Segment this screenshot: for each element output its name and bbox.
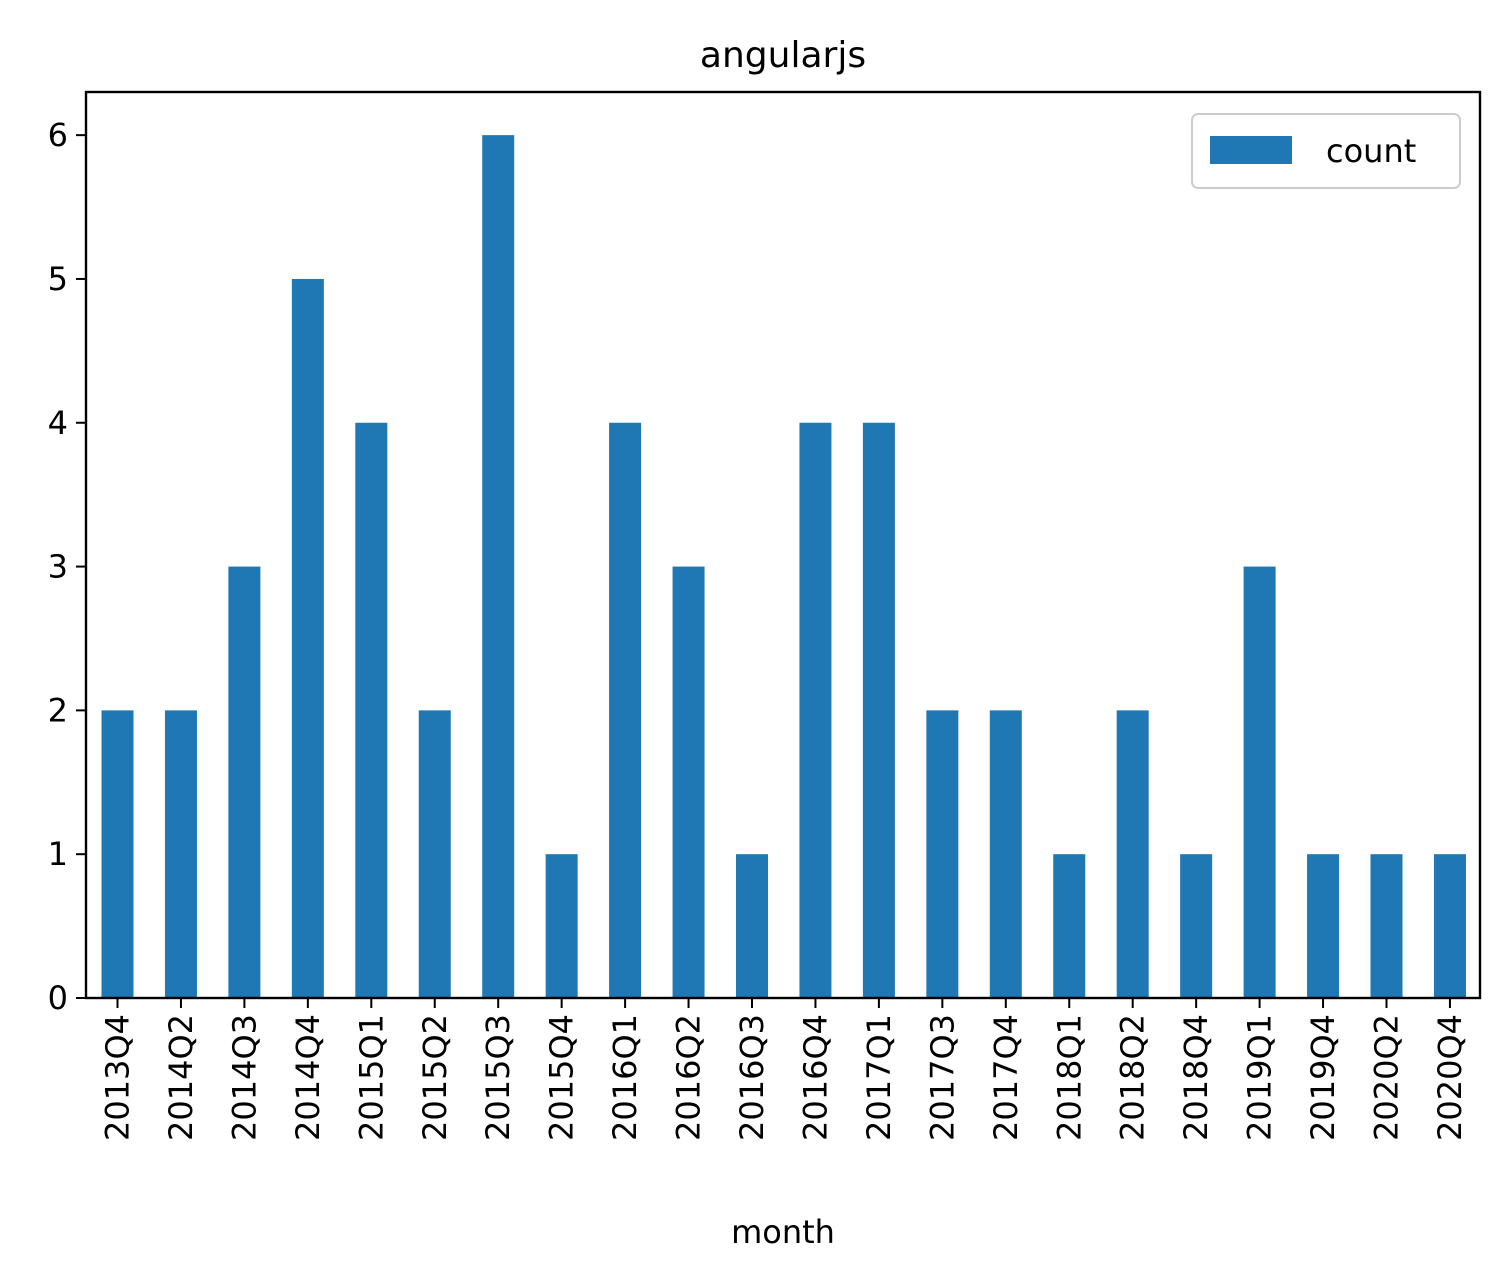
x-tick-label-2013Q4: 2013Q4 bbox=[99, 1014, 137, 1141]
x-axis: 2013Q4 2014Q2 2014Q3 2014Q4 2015Q1 2015Q2 2015… bbox=[99, 998, 1469, 1141]
bar-2015Q3 bbox=[482, 135, 515, 998]
y-axis: 0 1 2 3 4 5 6 bbox=[48, 116, 86, 1017]
y-tick-label-2: 2 bbox=[48, 691, 68, 729]
x-tick-label-2014Q3: 2014Q3 bbox=[225, 1014, 263, 1141]
x-tick-label-2020Q4: 2020Q4 bbox=[1431, 1014, 1469, 1141]
x-tick-label-2016Q1: 2016Q1 bbox=[606, 1014, 644, 1141]
x-tick-label-2014Q4: 2014Q4 bbox=[289, 1014, 327, 1141]
legend-label-count: count bbox=[1326, 132, 1416, 170]
x-tick-label-2019Q4: 2019Q4 bbox=[1304, 1014, 1342, 1141]
legend-box bbox=[1191, 113, 1461, 189]
bar-2019Q4 bbox=[1307, 854, 1340, 998]
x-tick-label-2017Q4: 2017Q4 bbox=[987, 1014, 1025, 1141]
bar-2018Q1 bbox=[1053, 854, 1086, 998]
bar-2017Q3 bbox=[926, 710, 959, 998]
x-tick-label-2018Q4: 2018Q4 bbox=[1177, 1014, 1215, 1141]
bar-2020Q4 bbox=[1433, 854, 1466, 998]
x-tick-label-2015Q3: 2015Q3 bbox=[479, 1014, 517, 1141]
bar-2018Q4 bbox=[1180, 854, 1213, 998]
y-tick-label-1: 1 bbox=[48, 835, 68, 873]
x-tick-label-2016Q2: 2016Q2 bbox=[670, 1014, 708, 1141]
y-tick-label-4: 4 bbox=[48, 404, 68, 442]
x-tick-label-2015Q1: 2015Q1 bbox=[352, 1014, 390, 1141]
bar-2019Q1 bbox=[1243, 566, 1276, 998]
bar-2014Q3 bbox=[228, 566, 261, 998]
x-tick-label-2019Q1: 2019Q1 bbox=[1241, 1014, 1279, 1141]
x-tick-label-2016Q4: 2016Q4 bbox=[796, 1014, 834, 1141]
bar-2016Q3 bbox=[736, 854, 768, 998]
bar-2016Q4 bbox=[799, 422, 832, 998]
bar-2015Q2 bbox=[418, 710, 451, 998]
y-tick-label-6: 6 bbox=[48, 116, 68, 154]
bar-2016Q1 bbox=[609, 422, 642, 998]
y-tick-label-3: 3 bbox=[48, 548, 68, 586]
bar-2017Q4 bbox=[989, 710, 1022, 998]
bar-2015Q4 bbox=[545, 854, 578, 998]
bar-2020Q2 bbox=[1370, 854, 1403, 998]
x-axis-label: month bbox=[731, 1213, 835, 1251]
bar-2013Q4 bbox=[101, 710, 134, 998]
bar-2016Q2 bbox=[672, 566, 705, 998]
x-tick-label-2017Q3: 2017Q3 bbox=[923, 1014, 961, 1141]
x-tick-label-2014Q2: 2014Q2 bbox=[162, 1014, 200, 1141]
bar-2017Q1 bbox=[862, 422, 895, 998]
y-tick-label-5: 5 bbox=[48, 260, 68, 298]
chart-title: angularjs bbox=[700, 35, 866, 76]
bar-2015Q1 bbox=[355, 422, 388, 998]
bar-2014Q4 bbox=[291, 278, 324, 998]
bar-2018Q2 bbox=[1116, 710, 1149, 998]
x-tick-label-2018Q2: 2018Q2 bbox=[1114, 1014, 1152, 1141]
bar-2014Q2 bbox=[164, 710, 197, 998]
x-tick-label-2020Q2: 2020Q2 bbox=[1368, 1014, 1406, 1141]
x-tick-label-2018Q1: 2018Q1 bbox=[1050, 1014, 1088, 1141]
plot-frame bbox=[84, 90, 1482, 1000]
x-tick-label-2016Q3: 2016Q3 bbox=[733, 1014, 771, 1141]
y-tick-label-0: 0 bbox=[48, 979, 68, 1017]
x-tick-label-2015Q4: 2015Q4 bbox=[543, 1014, 581, 1141]
x-tick-label-2015Q2: 2015Q2 bbox=[416, 1014, 454, 1141]
legend-swatch-count bbox=[1210, 136, 1292, 164]
bars-layer bbox=[101, 135, 1466, 998]
x-tick-label-2017Q1: 2017Q1 bbox=[860, 1014, 898, 1141]
legend: count bbox=[1191, 113, 1461, 189]
